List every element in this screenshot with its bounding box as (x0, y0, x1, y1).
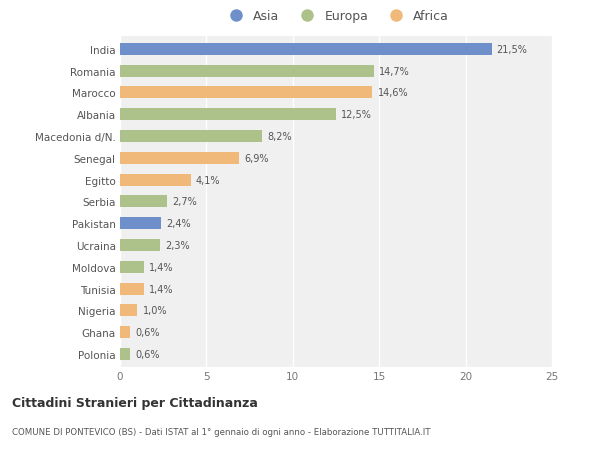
Bar (120, 240, 160, 252)
Text: Cittadini Stranieri per Cittadinanza: Cittadini Stranieri per Cittadinanza (12, 396, 258, 409)
Text: 6,9%: 6,9% (244, 153, 269, 163)
Text: 14,6%: 14,6% (377, 88, 408, 98)
Bar (120, 66, 374, 78)
Bar (120, 87, 372, 99)
Text: 0,6%: 0,6% (136, 349, 160, 359)
Text: 14,7%: 14,7% (379, 67, 410, 77)
Text: 1,4%: 1,4% (149, 284, 174, 294)
Bar (120, 305, 137, 317)
Bar (120, 218, 161, 230)
Text: 2,4%: 2,4% (167, 218, 191, 229)
Bar (120, 109, 336, 121)
Text: 1,0%: 1,0% (142, 306, 167, 316)
Bar (120, 174, 191, 186)
Bar (120, 152, 239, 164)
Text: 8,2%: 8,2% (267, 132, 292, 142)
Text: 2,7%: 2,7% (172, 197, 197, 207)
Text: 0,6%: 0,6% (136, 327, 160, 337)
Text: COMUNE DI PONTEVICO (BS) - Dati ISTAT al 1° gennaio di ogni anno - Elaborazione : COMUNE DI PONTEVICO (BS) - Dati ISTAT al… (12, 427, 431, 436)
Bar (120, 261, 144, 273)
Text: 1,4%: 1,4% (149, 262, 174, 272)
Bar (120, 348, 130, 360)
Text: 2,3%: 2,3% (165, 241, 190, 251)
Text: 4,1%: 4,1% (196, 175, 221, 185)
Bar (120, 196, 167, 208)
Text: 12,5%: 12,5% (341, 110, 372, 120)
Bar (120, 131, 262, 143)
Legend: Asia, Europa, Africa: Asia, Europa, Africa (223, 10, 449, 23)
Bar (120, 44, 491, 56)
Bar (120, 326, 130, 338)
Bar (120, 283, 144, 295)
Text: 21,5%: 21,5% (497, 45, 527, 55)
